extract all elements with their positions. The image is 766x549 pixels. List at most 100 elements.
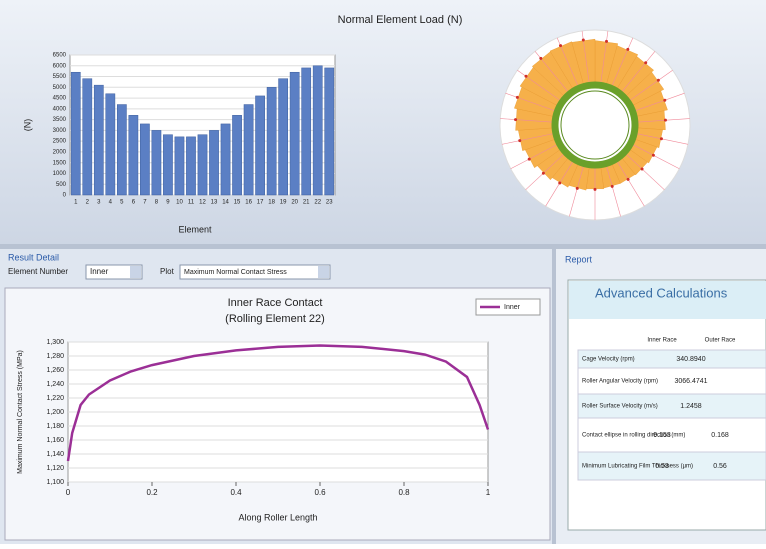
bar	[174, 136, 185, 196]
x-tick-label: 0	[66, 488, 71, 497]
dropdown-arrow[interactable]	[318, 266, 329, 278]
legend	[475, 298, 541, 316]
load-dot	[558, 181, 562, 185]
x-tick-label: 23	[326, 200, 333, 206]
y-tick-label: 1,180	[46, 423, 64, 430]
bar	[140, 123, 150, 196]
y-tick-label: 500	[56, 182, 67, 188]
spoke	[505, 92, 558, 112]
spoke	[525, 152, 566, 191]
bore	[560, 90, 630, 160]
row-label: Cage Velocity (rpm)	[582, 357, 635, 363]
spoke	[610, 37, 634, 89]
bar	[105, 93, 116, 196]
x-tick-label: 7	[143, 200, 147, 206]
control-label: Plot	[160, 267, 175, 276]
x-tick-label: 0.8	[398, 488, 410, 497]
spoke	[605, 163, 621, 217]
x-axis-label: Element	[178, 224, 212, 234]
bar	[82, 78, 93, 196]
x-tick-label: 18	[268, 200, 275, 206]
y-tick-label: 2500	[53, 139, 67, 145]
load-dot	[626, 47, 630, 51]
y-tick-label: 1,140	[46, 451, 64, 458]
x-tick-label: 0.6	[314, 488, 326, 497]
bar	[70, 71, 81, 196]
x-tick-label: 0.2	[146, 488, 158, 497]
splitter	[0, 244, 766, 249]
bar	[278, 78, 289, 196]
y-tick-label: 6000	[53, 63, 67, 69]
load-dot	[605, 39, 609, 43]
x-tick-label: 4	[109, 200, 113, 206]
chart-title: Inner Race Contact	[228, 297, 323, 309]
x-tick-label: 10	[176, 200, 183, 206]
x-tick-label: 15	[234, 200, 241, 206]
table-header	[569, 281, 766, 319]
spoke	[624, 152, 665, 191]
cell-value: 1.2458	[680, 403, 702, 410]
y-tick-label: 6500	[53, 53, 67, 59]
x-tick-label: 3	[97, 200, 101, 206]
y-tick-label: 1000	[53, 171, 67, 177]
y-tick-label: 1,280	[46, 353, 64, 360]
x-tick-label: 17	[257, 200, 264, 206]
x-tick-label: 5	[120, 200, 124, 206]
y-tick-label: 4000	[53, 106, 67, 112]
bar	[209, 130, 219, 196]
dropdown-arrow[interactable]	[130, 266, 141, 278]
y-tick-label: 3000	[53, 128, 67, 134]
data-line	[66, 344, 490, 462]
row-label: Minimum Lubricating Film Thickness (µm)	[582, 464, 693, 470]
y-tick-label: 5500	[53, 74, 67, 80]
load-dot	[581, 38, 585, 42]
y-tick-label: 3500	[53, 117, 67, 123]
table-row	[577, 393, 766, 419]
bar	[128, 115, 139, 196]
spoke	[630, 143, 680, 169]
panel-title: Result Detail	[8, 252, 59, 262]
x-tick-label: 22	[314, 200, 321, 206]
load-dot	[626, 177, 630, 181]
x-tick-label: 0.4	[230, 488, 242, 497]
element-dropdown[interactable]	[85, 264, 143, 280]
dropdown-value[interactable]: Inner	[90, 267, 109, 276]
x-tick-label: 13	[211, 200, 218, 206]
bar	[163, 134, 173, 196]
load-dot	[663, 118, 667, 122]
y-tick-label: 4500	[53, 96, 67, 102]
cell-value: 0.53	[655, 463, 669, 470]
bar	[116, 104, 127, 196]
spoke	[627, 69, 673, 103]
race-ring	[551, 81, 639, 169]
plot-dropdown[interactable]	[179, 264, 331, 280]
column-header: Outer Race	[705, 338, 736, 344]
y-tick-label: 1,240	[46, 381, 64, 388]
table-row	[577, 417, 766, 453]
y-tick-label: 1,300	[46, 339, 64, 346]
spoke	[620, 51, 656, 95]
x-tick-label: 1	[486, 488, 491, 497]
dropdown-value[interactable]: Maximum Normal Contact Stress	[184, 269, 287, 276]
y-tick-label: 1,200	[46, 409, 64, 416]
table-row	[577, 451, 766, 481]
bar	[232, 115, 242, 196]
cell-value: 0.153	[653, 432, 671, 439]
spoke	[510, 143, 560, 169]
bar	[151, 130, 162, 196]
legend-label: Inner	[504, 304, 521, 311]
x-axis-label: Along Roller Length	[238, 512, 317, 522]
table-title: Advanced Calculations	[595, 285, 728, 300]
x-tick-label: 1	[74, 200, 78, 206]
bar	[220, 123, 231, 196]
load-dot	[527, 157, 531, 161]
row-label: Roller Angular Velocity (rpm)	[582, 379, 658, 385]
load-dot	[656, 78, 660, 82]
x-tick-label: 21	[303, 200, 310, 206]
y-axis-label: (N)	[22, 119, 32, 132]
y-tick-label: 0	[63, 193, 67, 199]
x-tick-label: 19	[280, 200, 287, 206]
load-dot	[515, 95, 519, 99]
bar	[197, 134, 208, 196]
